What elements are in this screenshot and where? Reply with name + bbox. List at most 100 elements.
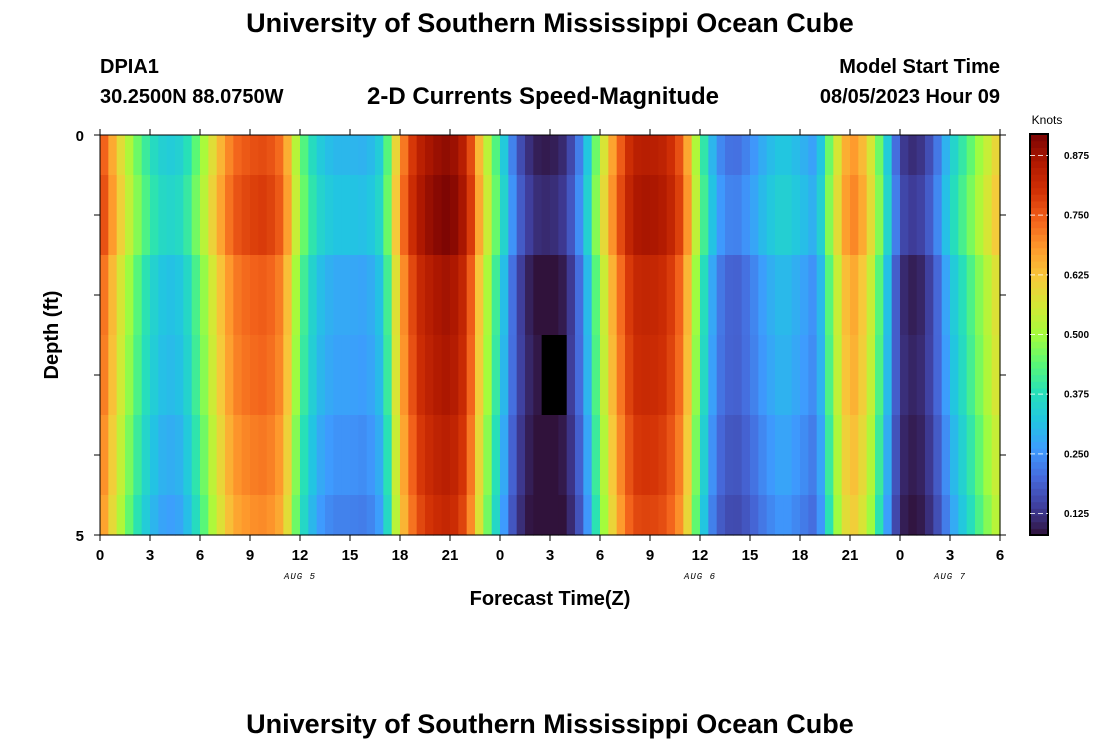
heatmap-cell [333,415,343,496]
heatmap-cell [541,255,551,336]
heatmap-cell [100,175,109,256]
heatmap-cell [416,255,426,336]
heatmap-cell [941,495,951,536]
heatmap-cell [900,415,909,496]
heatmap-cell [883,175,893,256]
heatmap-cell [375,175,384,256]
heatmap-cell [550,135,559,176]
heatmap-cell [691,135,701,176]
heatmap-cell [250,495,259,536]
heatmap-cell [916,415,926,496]
heatmap-cell [316,135,326,176]
heatmap-cell [791,175,801,256]
heatmap-cell [108,335,118,416]
colorbar-tick-label: 0.625 [1064,270,1089,281]
heatmap-cell [458,255,468,336]
heatmap-cell [733,335,743,416]
heatmap-cell [366,135,376,176]
heatmap-cell [650,415,659,496]
heatmap-cell [141,335,151,416]
heatmap-cell [216,335,226,416]
heatmap-cell [583,135,593,176]
heatmap-cell [333,495,343,536]
heatmap-cell [325,135,334,176]
heatmap-cell [825,175,834,256]
heatmap-cell [758,495,768,536]
heatmap-cell [200,255,209,336]
heatmap-cell [941,335,951,416]
heatmap-cell [158,135,168,176]
heatmap-cell [325,335,334,416]
heatmap-cell [433,255,443,336]
heatmap-cell [758,175,768,256]
heatmap-cell [508,415,518,496]
heatmap-cell [908,175,918,256]
heatmap-cell [916,255,926,336]
heatmap-cell [325,495,334,536]
heatmap-cell [558,495,568,536]
heatmap-cell [500,135,509,176]
heatmap-cell [875,335,884,416]
heatmap-cell [133,335,143,416]
heatmap-cell [916,335,926,416]
heatmap-cell [450,495,459,536]
colorbar-segment [1030,214,1048,222]
heatmap-cell [750,495,759,536]
heatmap-cell [733,495,743,536]
heatmap-cell [591,495,601,536]
heatmap-cell [800,495,809,536]
heatmap-cell [683,495,693,536]
heatmap-cell [800,135,809,176]
colorbar-segment [1030,140,1048,148]
heatmap-cell [525,335,534,416]
heatmap-cell [683,415,693,496]
heatmap-cell [475,495,484,536]
colorbar-segment [1030,488,1048,496]
heatmap-cell [450,175,459,256]
heatmap-cell [666,255,676,336]
heatmap-cell [383,175,393,256]
heatmap-cell [750,415,759,496]
heatmap-cell [491,415,501,496]
heatmap-cell [458,415,468,496]
heatmap-cell [441,135,451,176]
heatmap-cell [125,255,134,336]
heatmap-cell [258,135,268,176]
heatmap-cell [208,415,218,496]
heatmap-cell [225,175,234,256]
heatmap-cell [541,415,551,496]
heatmap-cell [191,415,201,496]
heatmap-cell [208,255,218,336]
heatmap-cell [966,415,976,496]
heatmap-cell [391,335,401,416]
heatmap-cell [516,175,526,256]
x-tick-label: 0 [96,547,104,564]
heatmap-cell [900,255,909,336]
heatmap-cell [616,335,626,416]
heatmap-cell [733,175,743,256]
heatmap-cell [133,255,143,336]
heatmap-cell [466,255,476,336]
heatmap-cell [658,335,668,416]
heatmap-cell [833,495,843,536]
colorbar-segment [1030,414,1048,422]
heatmap-cell [525,415,534,496]
heatmap-cell [950,335,959,416]
x-tick-label: 0 [496,547,504,564]
heatmap-cell [316,495,326,536]
heatmap-cell [558,175,568,256]
heatmap-cell [133,175,143,256]
heatmap-cell [508,255,518,336]
heatmap-cell [216,135,226,176]
heatmap-cell [291,175,301,256]
y-tick-label: 0 [76,128,84,145]
heatmap-cell [183,495,193,536]
heatmap-cell [683,175,693,256]
heatmap-cell [708,255,718,336]
heatmap-cell [433,175,443,256]
heatmap-cell [250,335,259,416]
heatmap-cell [450,415,459,496]
heatmap-cell [191,175,201,256]
heatmap-cell [133,415,143,496]
heatmap-cell [250,255,259,336]
